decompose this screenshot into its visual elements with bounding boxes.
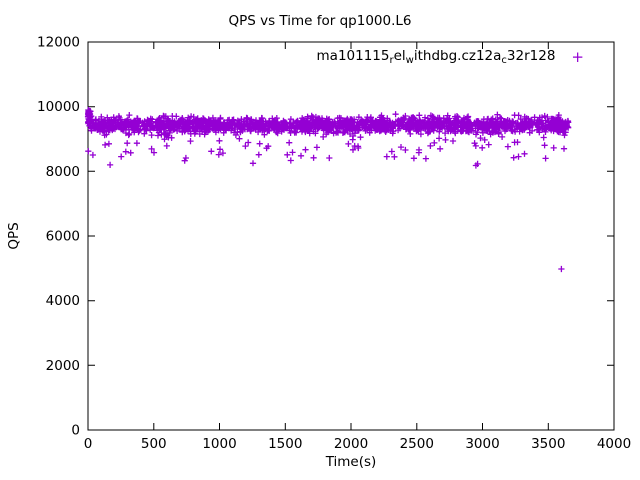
svg-text:4000: 4000	[46, 293, 80, 309]
svg-text:2500: 2500	[400, 436, 434, 452]
svg-text:500: 500	[141, 436, 167, 452]
legend-series-label: ma101115relwithdbg.cz12ac32r128	[316, 48, 556, 66]
svg-text:2000: 2000	[46, 358, 80, 374]
x-axis-label: Time(s)	[325, 454, 377, 470]
svg-text:10000: 10000	[37, 99, 80, 115]
svg-text:2000: 2000	[334, 436, 368, 452]
svg-text:0: 0	[71, 423, 80, 439]
svg-text:1500: 1500	[268, 436, 302, 452]
chart-title: QPS vs Time for qp1000.L6	[228, 13, 412, 29]
svg-text:12000: 12000	[37, 35, 80, 51]
svg-text:3000: 3000	[465, 436, 499, 452]
svg-text:0: 0	[84, 436, 93, 452]
svg-text:4000: 4000	[597, 436, 631, 452]
svg-text:1000: 1000	[202, 436, 236, 452]
svg-text:8000: 8000	[46, 164, 80, 180]
legend: ma101115relwithdbg.cz12ac32r128 +	[317, 48, 584, 66]
svg-text:6000: 6000	[46, 229, 80, 245]
svg-text:3500: 3500	[531, 436, 565, 452]
legend-plus-marker-icon: +	[571, 48, 584, 66]
